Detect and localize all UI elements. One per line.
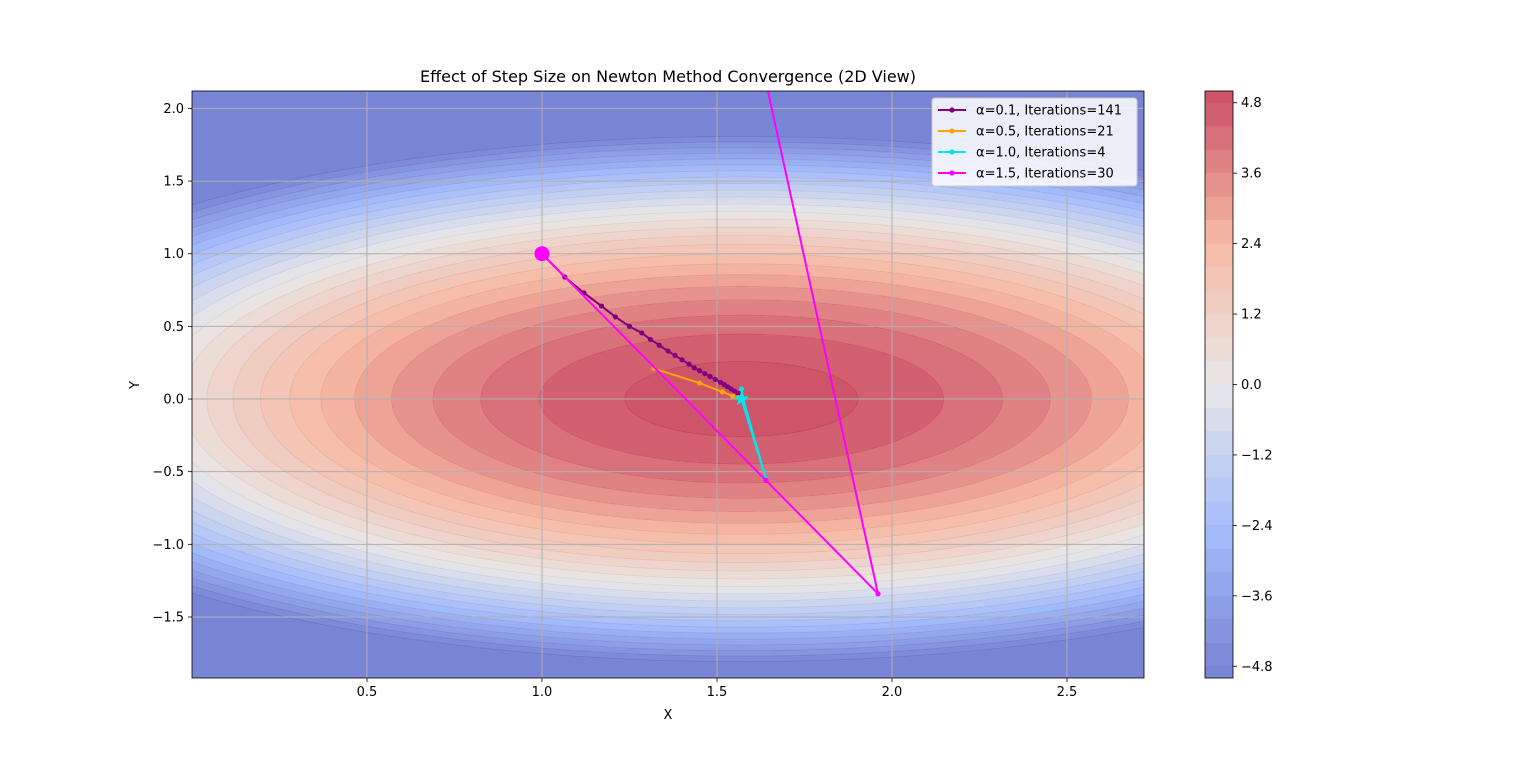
plot-frame: [191, 90, 1145, 679]
end-marker: [733, 391, 750, 406]
contour-line: [192, 189, 1144, 609]
y-axis: −1.5 −1.0 −0.5 0.0 0.5 1.0 1.5 2.0: [152, 102, 192, 625]
series-point-0: [691, 365, 697, 371]
series-point-0: [656, 342, 662, 348]
y-tick-label: 1.5: [163, 175, 184, 190]
series-point-0: [612, 314, 619, 320]
contour-line: [192, 170, 1144, 628]
x-tick-label: 2.5: [1057, 685, 1078, 700]
colorbar-tick-label: −4.8: [1241, 660, 1273, 675]
legend-box: [931, 97, 1138, 187]
contour-line: [192, 211, 1144, 587]
contour-line: [192, 183, 1144, 615]
colorbar: 4.8 3.6 2.4 1.2 0.0 −1.2 −2.4 −3.6 −4.8: [1204, 90, 1273, 679]
contour-line: [192, 196, 1144, 602]
contour-line: [192, 164, 1144, 634]
y-tick-label: −0.5: [152, 465, 184, 480]
colorbar-tick-label: −2.4: [1241, 519, 1273, 534]
legend-marker: [949, 170, 955, 176]
series-point-1: [696, 380, 703, 386]
series-point-1: [719, 389, 725, 395]
series-layer: [534, 48, 881, 597]
x-tick-label: 0.5: [357, 685, 378, 700]
y-tick-label: 0.5: [163, 320, 184, 335]
series-point-0: [679, 357, 685, 363]
legend-label: α=0.5, Iterations=21: [976, 125, 1114, 140]
series-point-0: [702, 371, 708, 377]
legend: α=0.1, Iterations=141 α=0.5, Iterations=2…: [931, 97, 1138, 187]
y-tick-label: 2.0: [163, 102, 184, 117]
legend-marker: [949, 128, 955, 134]
series-point-0: [707, 373, 713, 380]
series-point-0: [598, 303, 605, 309]
colorbar-tick-label: 2.4: [1241, 237, 1262, 252]
legend-marker: [949, 107, 955, 113]
y-tick-label: 1.0: [163, 247, 184, 262]
series-point-2: [738, 386, 745, 392]
x-tick-label: 1.5: [707, 685, 728, 700]
contour-line: [192, 147, 1144, 651]
x-axis-title: X: [664, 708, 673, 723]
contour-line: [192, 158, 1144, 640]
series-point-0: [696, 368, 703, 374]
contour-fill: [192, 91, 1144, 678]
x-tick-label: 2.0: [882, 685, 903, 700]
grid-lines: [192, 91, 1144, 678]
legend-label: α=0.1, Iterations=141: [976, 104, 1122, 119]
contour-line: [192, 176, 1144, 622]
start-marker: [534, 246, 550, 262]
contour-line: [192, 141, 1144, 657]
series-point-0: [712, 376, 718, 383]
y-axis-title: Y: [128, 381, 143, 390]
series-point-0: [665, 348, 671, 354]
colorbar-gradient: [1205, 91, 1233, 678]
series-point-0: [672, 352, 678, 359]
legend-label: α=1.5, Iterations=30: [976, 167, 1114, 182]
series-point-0: [626, 323, 633, 329]
y-tick-label: 0.0: [163, 393, 184, 408]
colorbar-ticks: 4.8 3.6 2.4 1.2 0.0 −1.2 −2.4 −3.6 −4.8: [1233, 96, 1273, 675]
colorbar-tick-label: 1.2: [1241, 308, 1262, 323]
series-point-0: [647, 336, 654, 343]
series-point-0: [686, 361, 692, 367]
x-tick-label: 1.0: [532, 685, 553, 700]
colorbar-tick-label: −1.2: [1241, 448, 1273, 463]
legend-marker: [949, 149, 955, 155]
y-tick-label: −1.0: [152, 538, 184, 553]
colorbar-tick-label: 3.6: [1241, 167, 1262, 182]
series-line-3: [541, 91, 879, 595]
y-tick-label: −1.5: [152, 610, 184, 625]
colorbar-tick-label: −3.6: [1241, 589, 1273, 604]
contour-line: [192, 218, 1144, 580]
series-point-3: [756, 48, 761, 53]
series-point-1: [730, 393, 736, 399]
series-point-3: [875, 591, 881, 597]
contour-line: [192, 203, 1144, 595]
plot-area: [192, 48, 1144, 678]
contour-line: [192, 136, 1144, 662]
series-point-3: [763, 477, 769, 483]
contour-line: [192, 152, 1144, 646]
series-point-0: [639, 330, 645, 336]
x-axis: 0.5 1.0 1.5 2.0 2.5: [357, 678, 1078, 700]
colorbar-tick-label: 4.8: [1241, 96, 1262, 111]
colorbar-tick-label: 0.0: [1241, 378, 1262, 393]
legend-label: α=1.0, Iterations=4: [976, 146, 1105, 161]
chart-title: Effect of Step Size on Newton Method Con…: [420, 67, 916, 86]
